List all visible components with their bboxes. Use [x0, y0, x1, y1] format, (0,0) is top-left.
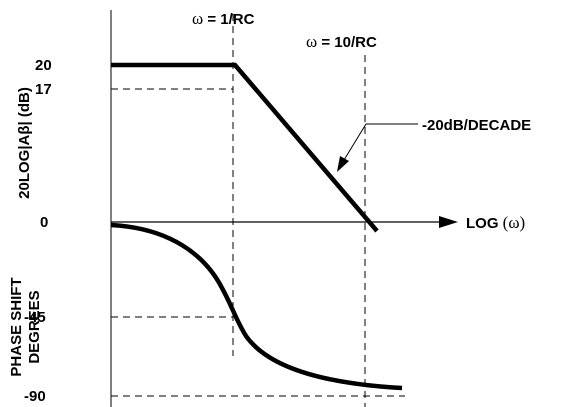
x-axis-arrowhead — [439, 216, 458, 228]
phase-tick-90: -90 — [24, 388, 46, 405]
w1-omega: ω — [192, 9, 203, 28]
gain-tick-0: 0 — [40, 214, 48, 231]
slope-pointer-line — [343, 123, 418, 161]
x-axis-label-text: LOG — [466, 215, 503, 232]
slope-pointer-arrowhead — [337, 156, 349, 172]
w1-marker-label: ω = 1/RC — [192, 9, 255, 28]
phase-axis-label-line1: PHASE SHIFT — [8, 277, 25, 376]
phase-axis-label-line2: DEGREES — [26, 290, 43, 363]
x-axis-omega: (ω) — [503, 213, 526, 232]
gain-tick-20: 20 — [35, 57, 52, 74]
w10-text: = 10/RC — [317, 34, 377, 51]
gain-curve — [111, 62, 379, 233]
gain-tick-17: 17 — [35, 81, 52, 98]
slope-annotation-label: -20dB/DECADE — [422, 117, 531, 134]
gain-axis-label: 20LOG|Aβ| (dB) — [16, 87, 33, 199]
w10-omega: ω — [306, 32, 317, 51]
x-axis-label: LOG (ω) — [466, 213, 525, 232]
w10-marker-label: ω = 10/RC — [306, 32, 377, 51]
w1-text: = 1/RC — [203, 11, 254, 28]
phase-tick-45: -45 — [24, 309, 46, 326]
phase-curve — [110, 222, 403, 391]
